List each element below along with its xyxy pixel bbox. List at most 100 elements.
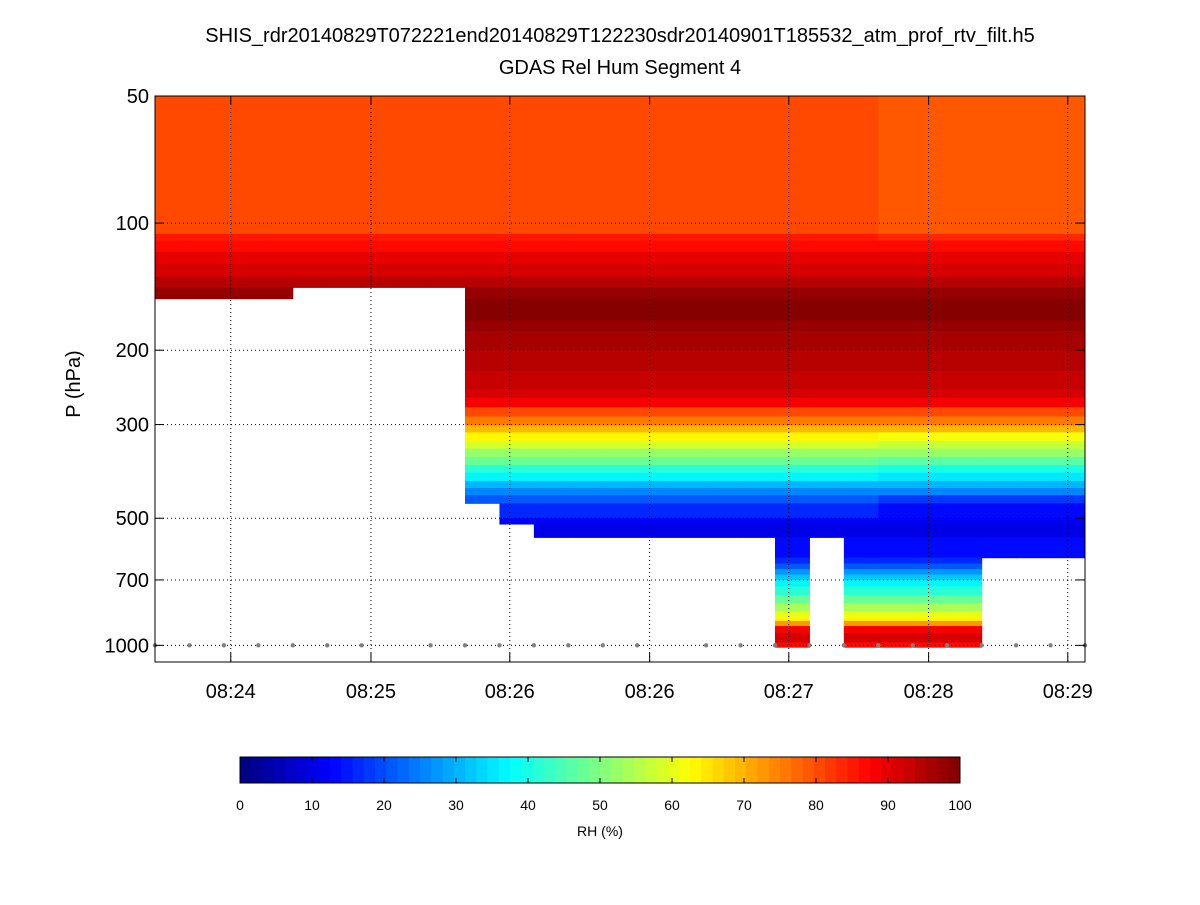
heatmap-cell — [602, 233, 638, 242]
heatmap-cell — [671, 96, 707, 235]
heatmap-cell — [843, 616, 879, 622]
heatmap-cell — [878, 626, 914, 634]
heatmap-cell — [155, 96, 190, 235]
heatmap-cell — [1050, 298, 1086, 321]
heatmap-cell — [533, 432, 569, 442]
colorbar-swatch — [442, 757, 455, 783]
heatmap-cell — [740, 276, 776, 288]
heatmap-cell — [912, 537, 948, 559]
heatmap-cell — [706, 350, 742, 372]
heatmap-cell — [740, 416, 776, 426]
heatmap-cell — [706, 425, 742, 433]
heatmap-cell — [671, 465, 707, 474]
heatmap-cell — [671, 407, 707, 417]
heatmap-cell — [499, 397, 535, 408]
heatmap-cell — [361, 276, 397, 288]
heatmap-cell — [671, 388, 707, 399]
heatmap-cell — [292, 96, 328, 235]
heatmap-cell — [775, 472, 810, 482]
heatmap-cell — [912, 96, 948, 235]
heatmap-cell — [912, 388, 948, 399]
heatmap-cell — [775, 448, 810, 458]
heatmap-cell — [568, 388, 604, 399]
colorbar: 0 10 20 30 40 50 60 70 80 90 100 — [236, 756, 972, 813]
heatmap-cell — [981, 425, 1017, 433]
colorbar-swatch — [915, 757, 927, 783]
heatmap-cell — [568, 518, 604, 525]
heatmap-cell — [775, 518, 810, 525]
heatmap-cell — [499, 96, 535, 235]
colorbar-swatch — [858, 757, 871, 783]
heatmap-cell — [1016, 465, 1052, 474]
heatmap-cell — [189, 276, 225, 288]
heatmap-cell — [533, 388, 569, 399]
heatmap-cell — [706, 472, 742, 482]
heatmap-cell — [533, 456, 569, 466]
heatmap-cell — [981, 276, 1017, 288]
heatmap-cell — [706, 456, 742, 466]
heatmap-cell — [843, 503, 879, 519]
colorbar-swatch — [498, 757, 511, 783]
heatmap-cell — [327, 264, 363, 278]
heatmap-cell — [1016, 330, 1052, 351]
heatmap-cell — [1016, 407, 1052, 417]
heatmap-cell — [809, 276, 845, 288]
heatmap-cell — [396, 264, 432, 278]
heatmap-cell — [637, 407, 673, 417]
colorbar-swatch — [251, 757, 263, 783]
heatmap-cell — [775, 96, 810, 235]
heatmap-cell — [878, 456, 914, 466]
heatmap-cell — [775, 586, 810, 596]
heatmap-cell — [947, 626, 983, 634]
heatmap-cell — [775, 287, 810, 300]
heatmap-cell — [809, 264, 845, 278]
heatmap-cell — [430, 276, 466, 288]
heatmap-cell — [809, 425, 845, 433]
heatmap-cell — [533, 488, 569, 496]
heatmap-cell — [430, 240, 466, 253]
heatmap-cell — [258, 251, 294, 265]
colorbar-swatch — [465, 757, 477, 783]
heatmap-cell — [258, 287, 294, 300]
heatmap-cell — [947, 397, 983, 408]
heatmap-cell — [775, 537, 810, 559]
heatmap-cell — [499, 298, 535, 321]
heatmap-cell — [430, 251, 466, 265]
heatmap-cell — [637, 524, 673, 538]
heatmap-cell — [740, 96, 776, 235]
heatmap-cell — [189, 240, 225, 253]
heatmap-cell — [1050, 503, 1086, 519]
heatmap-cell — [809, 96, 845, 235]
heatmap-cell — [602, 251, 638, 265]
heatmap-cell — [843, 524, 879, 538]
heatmap-cell — [947, 642, 983, 648]
colorbar-swatch — [780, 757, 792, 783]
heatmap-cell — [465, 472, 500, 482]
heatmap-cell — [912, 574, 948, 581]
heatmap-cell — [671, 503, 707, 519]
heatmap-cell — [637, 276, 673, 288]
heatmap-cell — [878, 603, 914, 612]
heatmap-cell — [533, 371, 569, 390]
heatmap-cell — [465, 251, 500, 265]
heatmap-cell — [775, 480, 810, 489]
heatmap-cell — [981, 495, 1017, 504]
heatmap-cell — [533, 251, 569, 265]
heatmap-cell — [499, 264, 535, 278]
heatmap-cell — [981, 537, 1017, 559]
heatmap-cell — [568, 440, 604, 450]
heatmap-cell — [843, 96, 879, 235]
heatmap-cell — [706, 432, 742, 442]
colorbar-swatch — [903, 757, 916, 783]
heatmap-cell — [361, 264, 397, 278]
heatmap-cell — [878, 276, 914, 288]
colorbar-tick-label: 40 — [520, 797, 536, 813]
heatmap-cell — [155, 233, 190, 242]
heatmap-cell — [361, 240, 397, 253]
heatmap-cell — [878, 586, 914, 596]
heatmap-cell — [947, 320, 983, 332]
heatmap-cell — [637, 388, 673, 399]
heatmap-cell — [809, 440, 845, 450]
heatmap-cell — [706, 240, 742, 253]
heatmap-cell — [878, 407, 914, 417]
